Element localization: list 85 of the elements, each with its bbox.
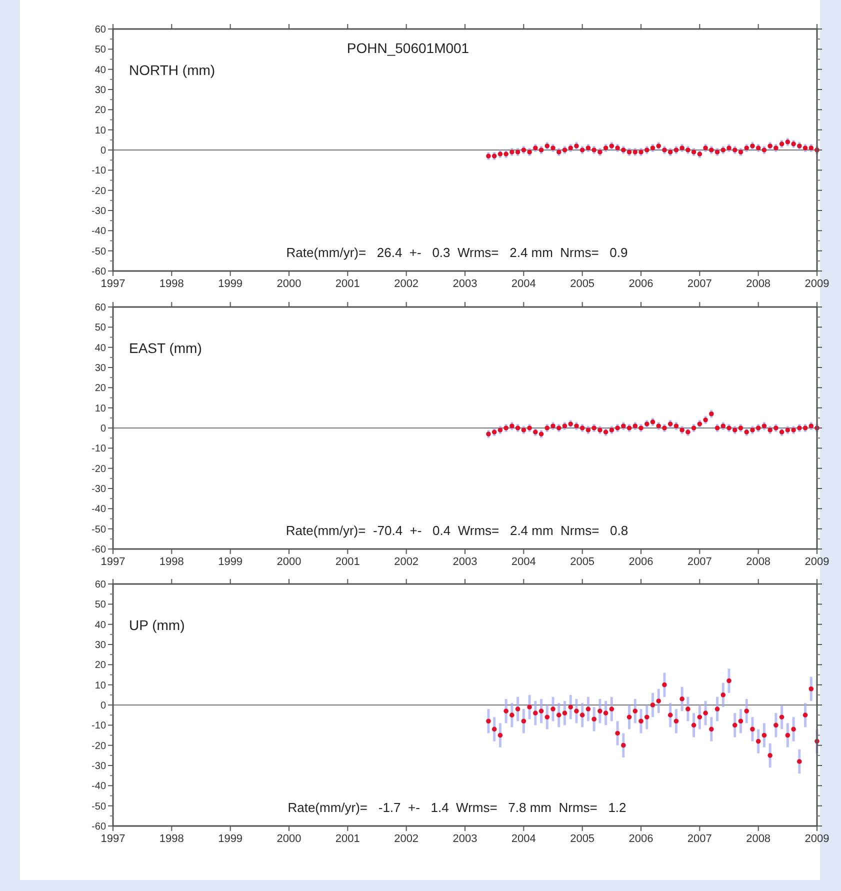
y-axis-title: EAST (mm) xyxy=(129,340,202,356)
x-tick-label: 2009 xyxy=(804,833,830,845)
x-tick-label: 2005 xyxy=(570,833,595,845)
x-tick-label: 2008 xyxy=(746,278,771,290)
y-tick-label: 10 xyxy=(94,403,106,414)
x-tick-label: 1997 xyxy=(100,556,126,568)
x-tick-label: 1998 xyxy=(159,556,184,568)
x-tick-label: 2003 xyxy=(452,556,478,568)
y-tick-label: -60 xyxy=(92,822,106,832)
x-tick-label: 2000 xyxy=(276,278,302,290)
y-tick-label: -40 xyxy=(92,226,106,238)
y-tick-label: -20 xyxy=(92,186,106,197)
y-tick-label: 50 xyxy=(94,322,106,334)
y-tick-label: 20 xyxy=(94,105,106,116)
x-tick-label: 2007 xyxy=(687,833,712,845)
x-tick-label: 2002 xyxy=(394,833,419,845)
y-tick-label: -50 xyxy=(92,246,106,258)
x-tick-label: 1999 xyxy=(218,278,243,290)
x-tick-label: 2006 xyxy=(628,278,654,290)
y-tick-label: 0 xyxy=(100,700,106,712)
x-tick-label: 2003 xyxy=(452,278,478,290)
x-tick-label: 1998 xyxy=(159,278,184,290)
x-tick-label: 2003 xyxy=(452,833,478,845)
y-tick-label: 20 xyxy=(94,660,106,672)
annotation: Rate(mm/yr)= 26.4 +- 0.3 Wrms= 2.4 mm Nrms= 0.9 xyxy=(286,245,628,260)
y-tick-label: -20 xyxy=(92,464,106,475)
x-tick-label: 2005 xyxy=(570,556,595,568)
y-tick-label: 40 xyxy=(94,342,106,354)
y-tick-label: 30 xyxy=(94,85,106,96)
x-tick-label: 2009 xyxy=(804,278,830,290)
x-tick-label: 2007 xyxy=(687,278,712,290)
x-tick-label: 1999 xyxy=(218,833,243,845)
x-tick-label: 2000 xyxy=(276,556,302,568)
y-tick-label: -10 xyxy=(92,166,106,177)
y-tick-label: -40 xyxy=(92,504,106,516)
x-tick-label: 2004 xyxy=(511,278,536,290)
x-tick-label: 2006 xyxy=(628,556,654,568)
y-axis-title: UP (mm) xyxy=(129,617,185,633)
y-tick-label: 10 xyxy=(94,680,106,692)
y-tick-label: 30 xyxy=(94,640,106,651)
y-tick-label: -60 xyxy=(92,266,106,278)
x-tick-label: 2004 xyxy=(511,833,536,845)
x-tick-label: 2001 xyxy=(335,278,360,290)
x-tick-label: 2004 xyxy=(511,556,536,568)
text: POHN_50601M001 xyxy=(346,40,470,56)
y-tick-label: -50 xyxy=(92,524,106,536)
y-tick-label: 40 xyxy=(94,64,106,76)
x-tick-label: 2001 xyxy=(335,833,360,845)
y-tick-label: -60 xyxy=(92,544,106,556)
y-tick-label: -20 xyxy=(92,740,106,752)
x-tick-label: 2006 xyxy=(628,833,654,845)
y-tick-label: -10 xyxy=(92,444,106,455)
y-tick-label: -40 xyxy=(92,781,106,792)
y-tick-label: 50 xyxy=(94,600,106,611)
x-tick-label: 2005 xyxy=(570,278,595,290)
x-tick-label: 2009 xyxy=(804,556,830,568)
x-tick-label: 2002 xyxy=(394,556,419,568)
y-tick-label: 10 xyxy=(94,125,106,136)
x-tick-label: 1999 xyxy=(218,556,243,568)
y-tick-label: -10 xyxy=(92,720,106,732)
x-tick-label: 1997 xyxy=(100,833,126,845)
annotation: Rate(mm/yr)= -1.7 +- 1.4 Wrms= 7.8 mm Nrms= 1.2 xyxy=(288,800,626,815)
y-tick-label: 50 xyxy=(94,44,106,56)
x-tick-label: 2001 xyxy=(335,556,360,568)
y-tick-label: 0 xyxy=(100,146,106,156)
x-tick-label: 2008 xyxy=(746,833,771,845)
y-tick-label: 60 xyxy=(94,24,106,36)
y-tick-label: 40 xyxy=(94,620,106,631)
y-tick-label: 30 xyxy=(94,363,106,374)
x-tick-label: 2008 xyxy=(746,556,771,568)
y-tick-label: 0 xyxy=(100,424,106,434)
x-tick-label: 1997 xyxy=(100,278,126,290)
y-axis-title: NORTH (mm) xyxy=(129,62,216,78)
y-tick-label: -30 xyxy=(92,206,106,217)
x-tick-label: 2000 xyxy=(276,833,302,845)
y-tick-label: -50 xyxy=(92,801,106,812)
y-tick-label: 60 xyxy=(94,580,106,590)
y-tick-label: -30 xyxy=(92,761,106,772)
x-tick-label: 2002 xyxy=(394,278,419,290)
y-tick-label: 20 xyxy=(94,383,106,394)
x-tick-label: 2007 xyxy=(687,556,712,568)
y-tick-label: -30 xyxy=(92,484,106,495)
y-tick-label: 60 xyxy=(94,302,106,314)
annotation: Rate(mm/yr)= -70.4 +- 0.4 Wrms= 2.4 mm Nrms= 0.8 xyxy=(286,523,628,538)
x-tick-label: 1998 xyxy=(159,833,184,845)
